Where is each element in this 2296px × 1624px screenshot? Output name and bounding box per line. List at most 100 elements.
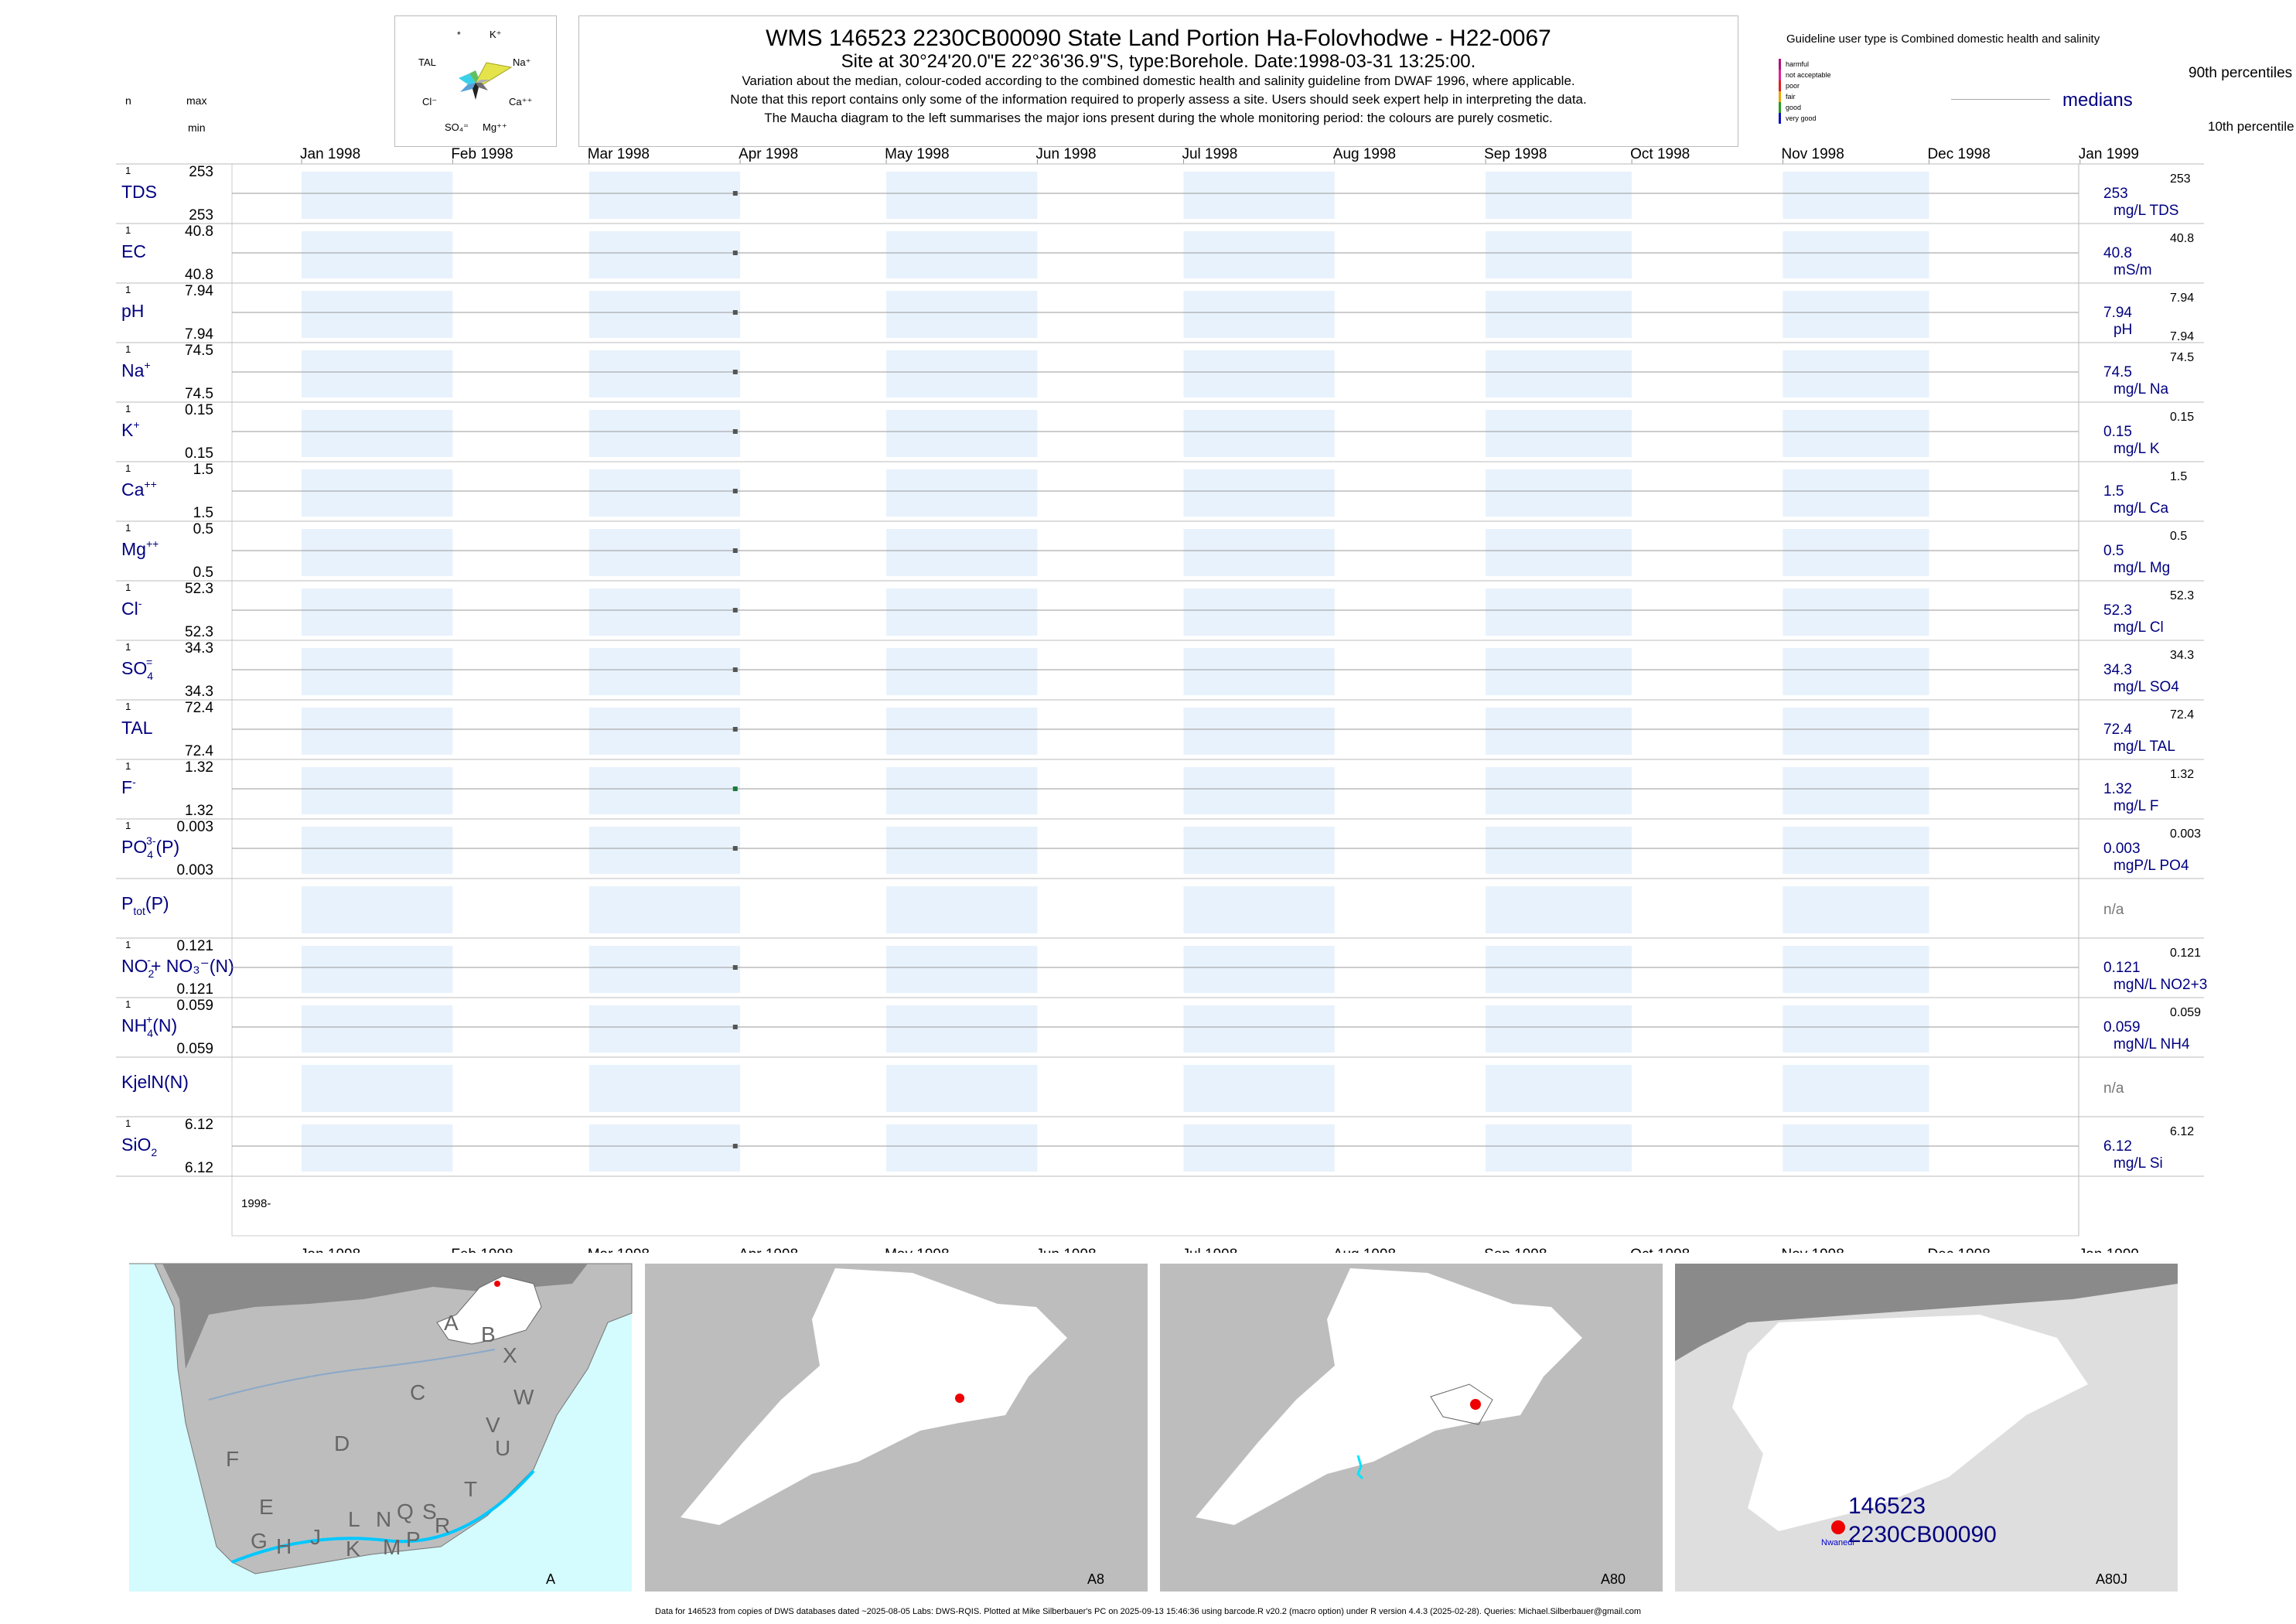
sample-mark [732,489,738,493]
sample-mark [732,310,738,315]
map-a80j-place-name: Nwanedi [1821,1538,1854,1547]
map-region-letter: Q [397,1499,414,1523]
row-n-count: 1 [125,582,131,593]
legend-class-label: poor [1786,82,1800,90]
row-unit: mg/L TAL [2113,739,2175,755]
month-band [1183,1124,1335,1172]
month-band [1783,886,1929,933]
month-band [302,827,453,874]
x-tick-label-bottom: Feb 1998 [451,1247,513,1253]
row-n-count: 1 [125,284,131,295]
row-n-count: 1 [125,165,131,176]
map-a-neighbours [129,1264,588,1369]
map-region-letter: V [486,1413,500,1437]
row-p90: 6.12 [2170,1125,2194,1138]
row-max: 0.15 [185,402,213,418]
map-region-letter: P [406,1527,421,1551]
maucha-star-label: * [457,29,461,40]
row-unit: mgN/L NO2+3 [2113,977,2207,993]
map-a80j-neighbour [1675,1264,2178,1361]
month-band [1783,172,1929,219]
month-band [886,172,1038,219]
month-band [302,589,453,636]
x-tick-label-top: Feb 1998 [451,146,513,162]
month-band [1783,1124,1929,1172]
sample-mark [732,1144,738,1148]
legend-class-label: fair [1786,93,1796,101]
row-min: 0.003 [176,862,213,879]
row-parameter-label: NO2-+ NO₃⁻(N) [121,954,234,980]
x-tick-label-top: Jun 1998 [1035,146,1096,162]
month-band [1183,886,1335,933]
maucha-mg-label: Mg⁺⁺ [483,121,507,133]
map-a80-subcatchment [1430,1383,1493,1425]
row-p90: 52.3 [2170,589,2194,602]
map-a8-label: A8 [1087,1571,1104,1587]
x-tick-label-bottom: Jul 1998 [1182,1247,1237,1253]
month-band [1783,946,1929,993]
sample-mark [732,1025,738,1029]
row-parameter-label: SiO2 [121,1134,157,1158]
month-band [1486,946,1632,993]
row-p90: 40.8 [2170,232,2194,245]
month-band [886,767,1038,814]
maucha-diagram: * K⁺ TAL Na⁺ Cl⁻ Ca⁺⁺ SO₄⁼ Mg⁺⁺ [394,15,557,147]
row-parameter-label: PO43-(P) [121,834,179,861]
header-note-3: The Maucha diagram to the left summarise… [764,111,1553,125]
legend-class-swatch [1779,70,1781,80]
month-band [1783,1005,1929,1053]
row-min: 6.12 [185,1160,213,1176]
month-band [1783,648,1929,695]
row-unit: mg/L Mg [2113,560,2170,576]
row-min: 74.5 [185,386,213,402]
map-a8: A8 [645,1264,1148,1592]
sample-mark [732,965,738,970]
month-band [302,886,453,933]
month-band [302,231,453,278]
month-band [1486,1124,1632,1172]
map-region-letter: T [464,1477,477,1501]
row-p90: 253 [2170,172,2191,186]
maucha-ca-label: Ca⁺⁺ [509,96,532,107]
row-median-value: 72.4 [2103,722,2132,738]
row-unit: mg/L Cl [2113,619,2164,636]
sample-mark [732,429,738,434]
month-band [1183,946,1335,993]
month-band [588,469,741,517]
map-a8-site-marker [955,1394,964,1403]
map-a-region-a-highlight [436,1275,542,1345]
row-median-value: n/a [2103,1080,2124,1097]
header-note-2: Note that this report contains only some… [730,92,1587,107]
row-n-count: 1 [125,998,131,1010]
row-n-count: 1 [125,820,131,831]
map-a80: A80 [1160,1264,1663,1592]
month-band [1183,529,1335,576]
row-p90: 1.32 [2170,768,2194,781]
map-a-site-marker [494,1281,500,1287]
month-band [1783,231,1929,278]
row-min: 34.3 [185,684,213,700]
row-max: 7.94 [185,283,213,299]
row-n-count: 1 [125,760,131,772]
map-a80j-catchment [1732,1315,2088,1531]
row-n-count: 1 [125,522,131,534]
map-a80-label: A80 [1601,1571,1626,1587]
legend-class-label: harmful [1786,60,1809,68]
row-unit: mg/L SO4 [2113,679,2179,695]
x-tick-label-top: Mar 1998 [588,146,650,162]
row-parameter-label: K+ [121,418,140,440]
header-note-1: Variation about the median, colour-coded… [742,73,1575,88]
row-min: 1.32 [185,803,213,819]
month-band [1783,589,1929,636]
row-n-count: 1 [125,1117,131,1129]
map-region-letter: K [346,1537,360,1561]
month-band [886,1124,1038,1172]
month-band [588,827,741,874]
sample-mark [732,727,738,732]
month-band [886,946,1038,993]
row-n-count: 1 [125,641,131,653]
row-max: 72.4 [185,700,213,716]
map-a80-dam [1356,1455,1364,1480]
month-band [1486,886,1632,933]
row-max: 253 [189,164,213,180]
